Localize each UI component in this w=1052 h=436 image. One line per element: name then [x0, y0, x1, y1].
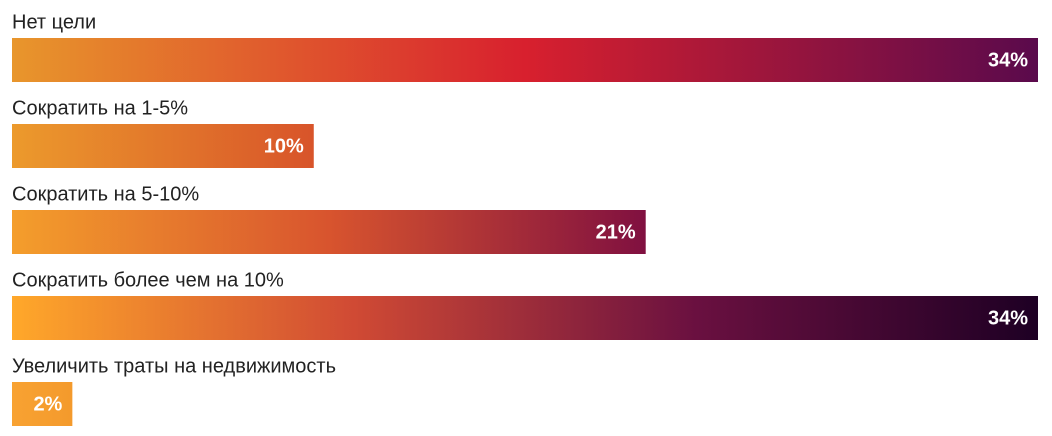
category-label: Увеличить траты на недвижимость	[12, 355, 336, 377]
bar	[12, 382, 73, 426]
bar	[12, 210, 646, 254]
bar	[12, 124, 314, 168]
value-label: 34%	[988, 49, 1028, 71]
category-label: Сократить на 5-10%	[12, 183, 199, 205]
bar	[12, 38, 1038, 82]
bar	[12, 296, 1038, 340]
category-label: Сократить на 1-5%	[12, 97, 188, 119]
value-label: 21%	[596, 221, 636, 243]
value-label: 10%	[264, 135, 304, 157]
category-label: Сократить более чем на 10%	[12, 269, 284, 291]
category-label: Нет цели	[12, 11, 96, 33]
value-label: 34%	[988, 307, 1028, 329]
value-label: 2%	[33, 393, 62, 415]
